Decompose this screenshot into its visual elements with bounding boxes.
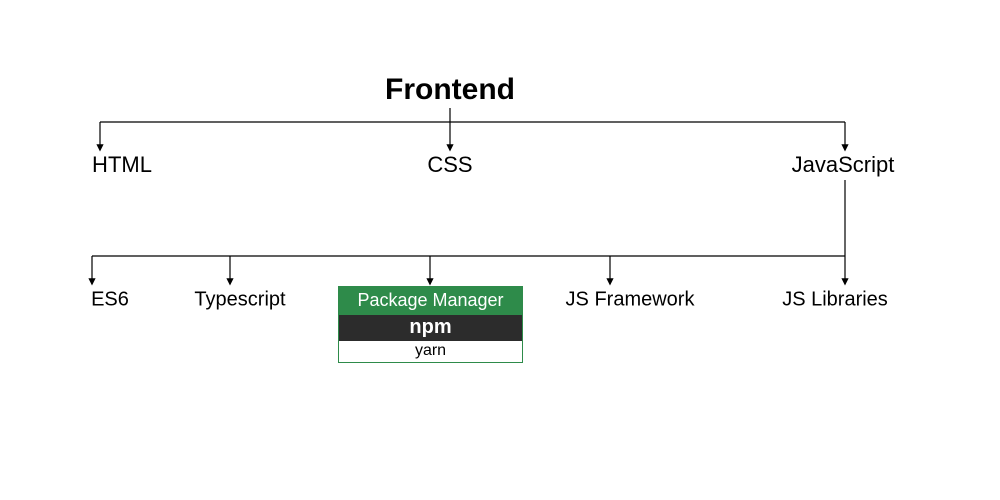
node-html: HTML: [92, 152, 152, 178]
package-manager-npm: npm: [339, 315, 522, 341]
package-manager-yarn: yarn: [339, 341, 522, 362]
node-js-libraries: JS Libraries: [782, 289, 888, 312]
diagram-canvas: Frontend HTML CSS JavaScript ES6 Typescr…: [0, 0, 1000, 500]
diagram-title: Frontend: [385, 73, 515, 107]
node-css: CSS: [427, 152, 472, 178]
node-es6: ES6: [91, 289, 129, 312]
node-js-framework: JS Framework: [566, 289, 695, 312]
node-javascript: JavaScript: [792, 152, 895, 178]
node-typescript: Typescript: [194, 289, 285, 312]
package-manager-box: Package Manager npm yarn: [338, 286, 523, 363]
package-manager-header: Package Manager: [339, 287, 522, 315]
